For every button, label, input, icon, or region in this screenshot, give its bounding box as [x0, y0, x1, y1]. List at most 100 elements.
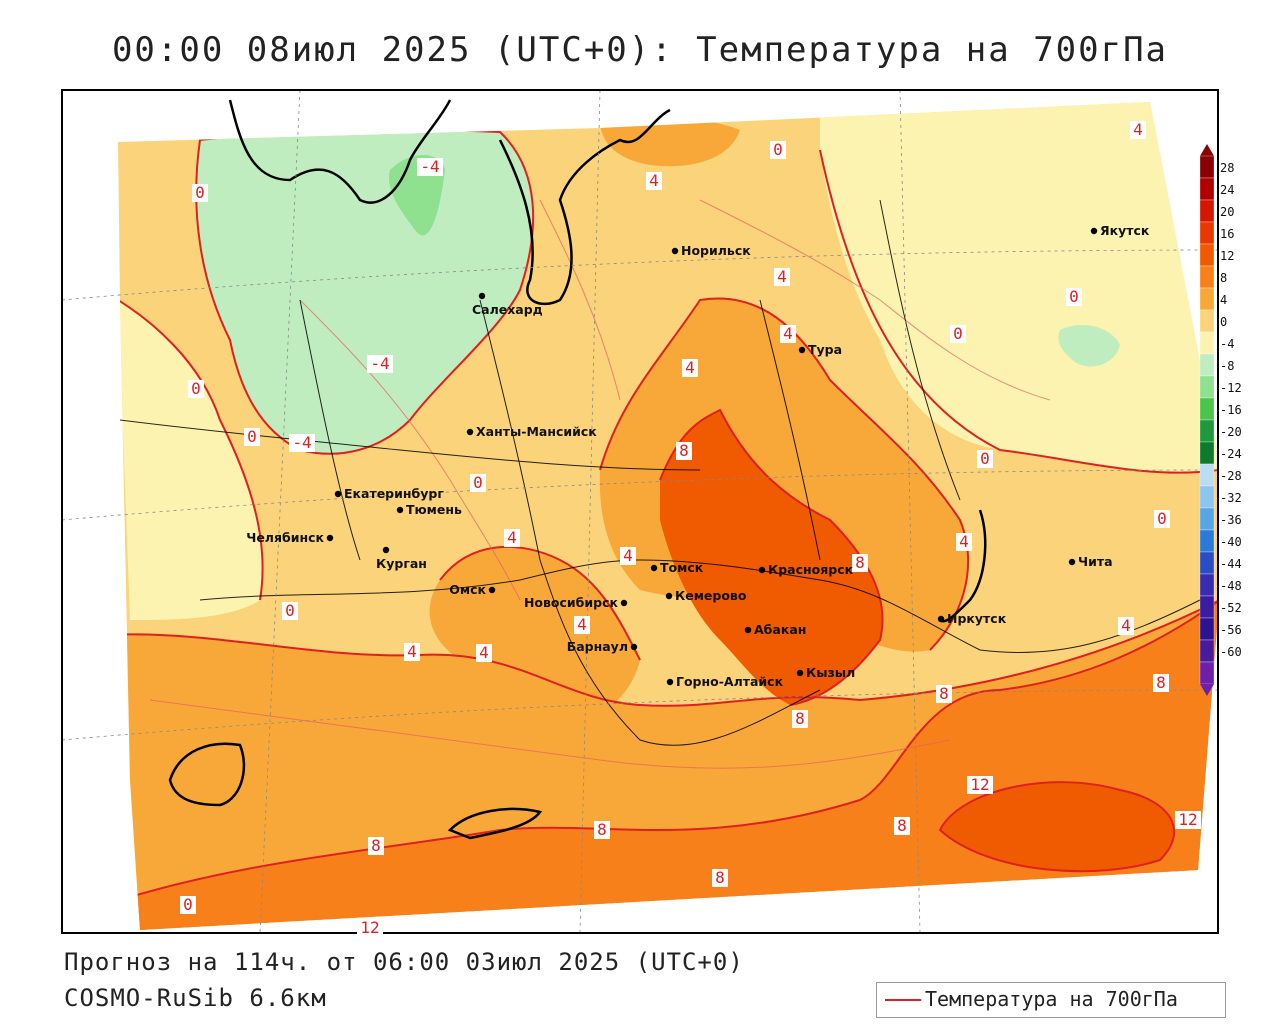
colorbar-tick-label: -16	[1220, 403, 1242, 417]
svg-text:4: 4	[507, 528, 517, 547]
map-title: 00:00 08июл 2025 (UTC+0): Температура на…	[111, 30, 1169, 70]
city-0: Норильск	[671, 243, 751, 258]
contour-label: 4	[1118, 616, 1134, 635]
contour-label: 0	[770, 140, 786, 159]
colorbar-tick-label: 16	[1220, 227, 1234, 241]
svg-text:4: 4	[407, 642, 417, 661]
contour-label: -4	[289, 433, 315, 452]
contour-label: 12	[967, 775, 993, 794]
svg-text:8: 8	[679, 441, 689, 460]
colorbar-segment	[1199, 177, 1215, 201]
city-4: Ханты-Мансийск	[466, 424, 597, 439]
city-19: Чита	[1068, 554, 1113, 569]
city-dot	[1068, 558, 1076, 566]
colorbar-tick-label: -36	[1220, 513, 1242, 527]
city-label: Кызыл	[806, 665, 855, 680]
colorbar-segment	[1199, 485, 1215, 509]
contour-label: 4	[476, 643, 492, 662]
svg-text:0: 0	[980, 449, 990, 468]
svg-text:-4: -4	[370, 354, 389, 373]
city-label: Норильск	[681, 243, 751, 258]
svg-text:0: 0	[247, 427, 257, 446]
city-dot	[630, 643, 638, 651]
coastlines	[168, 99, 987, 840]
city-2: Салехард	[472, 292, 543, 317]
city-label: Тюмень	[406, 502, 462, 517]
colorbar-bottom-arrow	[1200, 684, 1214, 696]
colorbar-segment	[1199, 419, 1215, 443]
city-9: Омск	[449, 582, 496, 597]
colorbar-segment	[1199, 661, 1215, 685]
colorbar-segment	[1199, 375, 1215, 399]
city-dot	[620, 599, 628, 607]
contour-label: 4	[1130, 120, 1146, 139]
colorbar-tick-label: -28	[1220, 469, 1242, 483]
city-label: Барнаул	[567, 639, 628, 654]
svg-text:0: 0	[183, 895, 193, 914]
city-dot	[665, 592, 673, 600]
svg-text:0: 0	[773, 140, 783, 159]
city-10: Новосибирск	[524, 595, 628, 610]
isotherm-thin-contours	[149, 199, 1051, 769]
city-label: Якутск	[1100, 223, 1150, 238]
svg-text:0: 0	[195, 183, 205, 202]
city-label: Кемерово	[675, 588, 747, 603]
contour-label: 0	[244, 427, 260, 446]
city-label: Курган	[376, 556, 427, 571]
colorbar-tick-label: -44	[1220, 557, 1242, 571]
city-label: Красноярск	[768, 562, 854, 577]
contour-label: 0	[180, 895, 196, 914]
contour-label: 0	[470, 473, 486, 492]
city-label: Челябинск	[246, 530, 324, 545]
svg-text:4: 4	[479, 643, 489, 662]
city-label: Томск	[660, 560, 704, 575]
contour-labels: 4 0 -4 4 0 0 4 0 0 -4 0 0 -4 4 8 0 4 0 8 4 4 4 4 4 4 8 8 8 12 12 8 8 8 8 0…	[180, 120, 1201, 937]
contour-label: 4	[682, 358, 698, 377]
contour-label: -4	[417, 157, 443, 176]
city-label: Иркутск	[947, 611, 1007, 626]
svg-text:8: 8	[855, 553, 865, 572]
svg-text:8: 8	[795, 709, 805, 728]
contour-label: 8	[712, 868, 728, 887]
city-8: Курган	[376, 546, 427, 571]
contour-label: 12	[1175, 810, 1201, 829]
svg-text:8: 8	[597, 820, 607, 839]
colorbar-tick-label: 28	[1220, 161, 1234, 175]
contour-label: 4	[780, 324, 796, 343]
colorbar-segment	[1199, 463, 1215, 487]
legend-line-sample	[885, 999, 921, 1001]
contour-label: 4	[404, 642, 420, 661]
svg-text:-4: -4	[420, 157, 439, 176]
city-label: Салехард	[472, 302, 543, 317]
city-dot	[1090, 227, 1098, 235]
svg-text:0: 0	[285, 601, 295, 620]
svg-text:4: 4	[649, 171, 659, 190]
colorbar-tick-label: 4	[1220, 293, 1227, 307]
city-dot	[396, 506, 404, 514]
city-label: Чита	[1078, 554, 1113, 569]
svg-text:4: 4	[1133, 120, 1143, 139]
city-label: Горно-Алтайск	[676, 674, 784, 689]
colorbar-segment	[1199, 639, 1215, 663]
city-label: Абакан	[754, 622, 806, 637]
city-dot	[650, 564, 658, 572]
colorbar-tick-label: -8	[1220, 359, 1234, 373]
colorbar-tick-label: 20	[1220, 205, 1234, 219]
svg-text:4: 4	[685, 358, 695, 377]
colorbar-tick-label: -24	[1220, 447, 1242, 461]
svg-text:8: 8	[897, 816, 907, 835]
city-label: Новосибирск	[524, 595, 619, 610]
city-5: Екатеринбург	[334, 486, 444, 501]
city-dot	[334, 490, 342, 498]
svg-text:12: 12	[970, 775, 989, 794]
contour-label: 4	[774, 267, 790, 286]
city-16: Кызыл	[796, 665, 855, 680]
contour-label: 0	[1066, 287, 1082, 306]
city-dot	[671, 247, 679, 255]
city-label: Тура	[808, 342, 842, 357]
contour-label: 0	[282, 601, 298, 620]
colorbar-segment	[1199, 617, 1215, 641]
contour-label: 8	[792, 709, 808, 728]
city-1: Якутск	[1090, 223, 1150, 238]
colorbar-segment	[1199, 287, 1215, 311]
